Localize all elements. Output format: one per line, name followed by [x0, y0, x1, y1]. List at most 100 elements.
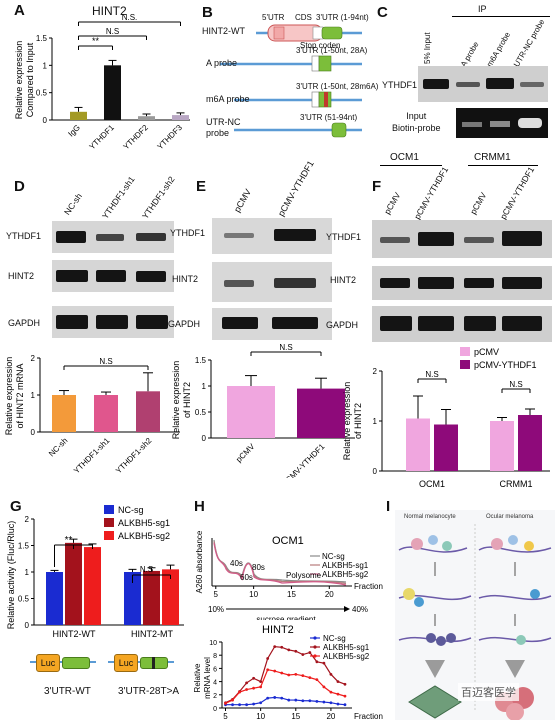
- sig-label: N.S: [279, 343, 292, 352]
- d-lane-1: NC-sh: [62, 191, 85, 217]
- c-lane-1: 5% Input: [423, 32, 432, 64]
- peak-label: 60s: [240, 573, 253, 582]
- data-point: [231, 703, 234, 707]
- legend-label: ALKBH5-sg2: [118, 531, 170, 541]
- bar: [162, 569, 179, 625]
- panel-c-label: C: [377, 4, 388, 21]
- a-probe-desc: 3'UTR (1-50nt, 28A): [296, 46, 368, 55]
- data-point: [336, 702, 340, 706]
- data-point: [280, 696, 284, 700]
- y-tick-label: 10: [209, 640, 217, 647]
- data-point: [294, 649, 298, 653]
- f-blot-ythdf1: [372, 220, 552, 258]
- bar: [172, 115, 189, 120]
- x-tick-label: 15: [287, 590, 296, 599]
- bar: [434, 424, 458, 471]
- y-tick-label: 0.5: [36, 89, 48, 98]
- f-lane-4: pCMV-YTHDF1: [498, 164, 537, 221]
- d-blot-ythdf1: [52, 221, 174, 253]
- x-tick-label: YTHDF2: [122, 123, 151, 152]
- panel-e-label: E: [196, 178, 207, 195]
- data-point: [336, 692, 340, 696]
- c-row2-label: Input Biotin-probe: [392, 111, 441, 133]
- legend-label: pCMV: [474, 347, 499, 357]
- legend-swatch: [460, 347, 470, 356]
- f-blot-gapdh: [372, 306, 552, 342]
- sig-label: N.S: [140, 565, 153, 574]
- sig-label: N.S: [425, 370, 438, 379]
- stop-label: Stop coden: [300, 41, 341, 50]
- bar: [94, 395, 118, 432]
- y-axis-label: mRNA level: [203, 657, 212, 699]
- data-point: [294, 698, 298, 702]
- bar: [227, 386, 275, 438]
- x-tick-label: pCMV-YTHDF1: [281, 442, 327, 478]
- y-tick-label: 2: [25, 515, 30, 524]
- legend-label: ALKBH5-sg2: [323, 652, 370, 661]
- e-row2-label: HINT2: [172, 274, 199, 284]
- c-blot-ythdf1: [418, 66, 548, 102]
- panel-b-label: B: [202, 4, 213, 21]
- h-top-title: OCM1: [272, 535, 304, 547]
- utr5-box: [273, 26, 285, 40]
- g-construct-wt: Luc: [30, 654, 96, 672]
- y-tick-label: 2: [373, 367, 378, 376]
- data-point: [315, 660, 319, 664]
- legend-label: NC-sg: [118, 505, 144, 515]
- gradient-right: 40%: [352, 605, 368, 614]
- legend-swatch: [460, 360, 470, 369]
- x-tick-label: 10: [256, 712, 265, 720]
- f-group-crmm1: CRMM1: [474, 152, 511, 163]
- gradient-arrowhead: [344, 606, 350, 612]
- data-point: [287, 648, 291, 652]
- bar: [65, 542, 82, 625]
- data-point: [245, 688, 248, 691]
- bar: [104, 65, 121, 120]
- peak-label: Polysome: [286, 571, 322, 580]
- data-point: [259, 680, 263, 683]
- x-tick-label: OCM1: [419, 479, 445, 489]
- series-line: [225, 645, 346, 704]
- y-axis-label: of HINT2 mRNA: [15, 363, 25, 428]
- y-tick-label: 1.5: [36, 34, 48, 43]
- e-row3-label: GAPDH: [168, 319, 201, 329]
- panel-a-title: HINT2: [92, 4, 127, 18]
- data-point: [301, 699, 305, 703]
- data-point: [252, 686, 256, 690]
- f-lane-2: pCMV-YTHDF1: [412, 164, 451, 221]
- data-point: [259, 701, 263, 705]
- panel-h-bottom-chart: HINT2 0 2 4 6 8 10 5 10 15 20 Fraction Relative mRNA …: [193, 624, 383, 720]
- data-point: [280, 671, 284, 675]
- data-point: [315, 700, 319, 703]
- data-point: [273, 696, 277, 699]
- data-point: [336, 680, 340, 683]
- legend-swatch: [104, 531, 114, 540]
- y-tick-label: 1: [43, 61, 48, 70]
- y-tick-label: 0: [373, 467, 378, 476]
- legend-label: ALKBH5-sg1: [322, 561, 369, 570]
- peak-label: 80s: [252, 563, 265, 572]
- panel-f-chart: 0 1 2 Relative expression of HINT2 pCMV pCMV-Y…: [342, 347, 550, 489]
- gradient-label: sucrose gradient: [256, 615, 316, 620]
- x-tick-label: YTHDF3: [156, 123, 185, 152]
- y-tick-label: 8: [213, 653, 217, 660]
- g-luc-box-2: Luc: [114, 654, 138, 672]
- y-axis-label: Relative expression: [4, 357, 14, 436]
- x-axis-label: Fraction: [354, 712, 383, 720]
- d-row3-label: GAPDH: [8, 318, 41, 328]
- y-tick-label: 4: [213, 680, 217, 687]
- data-point: [280, 645, 284, 649]
- y-tick-label: 0: [213, 706, 217, 713]
- data-point: [343, 703, 347, 707]
- series-line: [225, 696, 346, 706]
- data-point: [238, 690, 241, 694]
- data-point: [315, 678, 319, 682]
- nc-probe-desc: 3'UTR (51-94nt): [300, 113, 358, 122]
- legend-marker: [313, 636, 317, 640]
- y-tick-label: 2: [213, 693, 217, 700]
- panel-g-chart: 0 0.5 1 1.5 2 Relative activity (Fluc/Rluc) NC…: [6, 505, 184, 639]
- panel-i-label: I: [386, 498, 391, 515]
- utr5-label: 5'UTR: [262, 13, 285, 22]
- sig-label: N.S.: [122, 13, 138, 22]
- data-point: [343, 694, 347, 698]
